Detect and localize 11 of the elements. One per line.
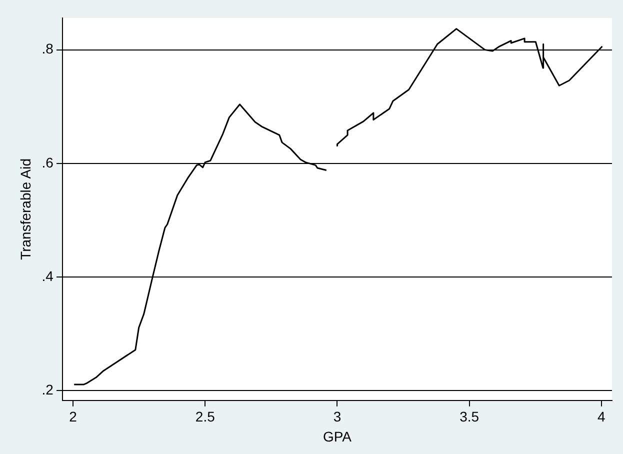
- y-tick-label: .6: [42, 154, 54, 170]
- x-axis-title: GPA: [322, 428, 352, 444]
- y-tick-label: .4: [42, 268, 54, 284]
- y-tick-label: .2: [42, 382, 54, 398]
- x-tick-label: 4: [598, 408, 606, 425]
- x-tick-label: 3: [333, 408, 342, 425]
- x-tick-label: 2: [69, 408, 78, 425]
- y-axis-title: Transferable Aid: [17, 158, 34, 260]
- x-tick-label: 2.5: [195, 408, 216, 425]
- x-tick-label: 3.5: [460, 408, 480, 425]
- y-tick-label: .8: [42, 40, 54, 57]
